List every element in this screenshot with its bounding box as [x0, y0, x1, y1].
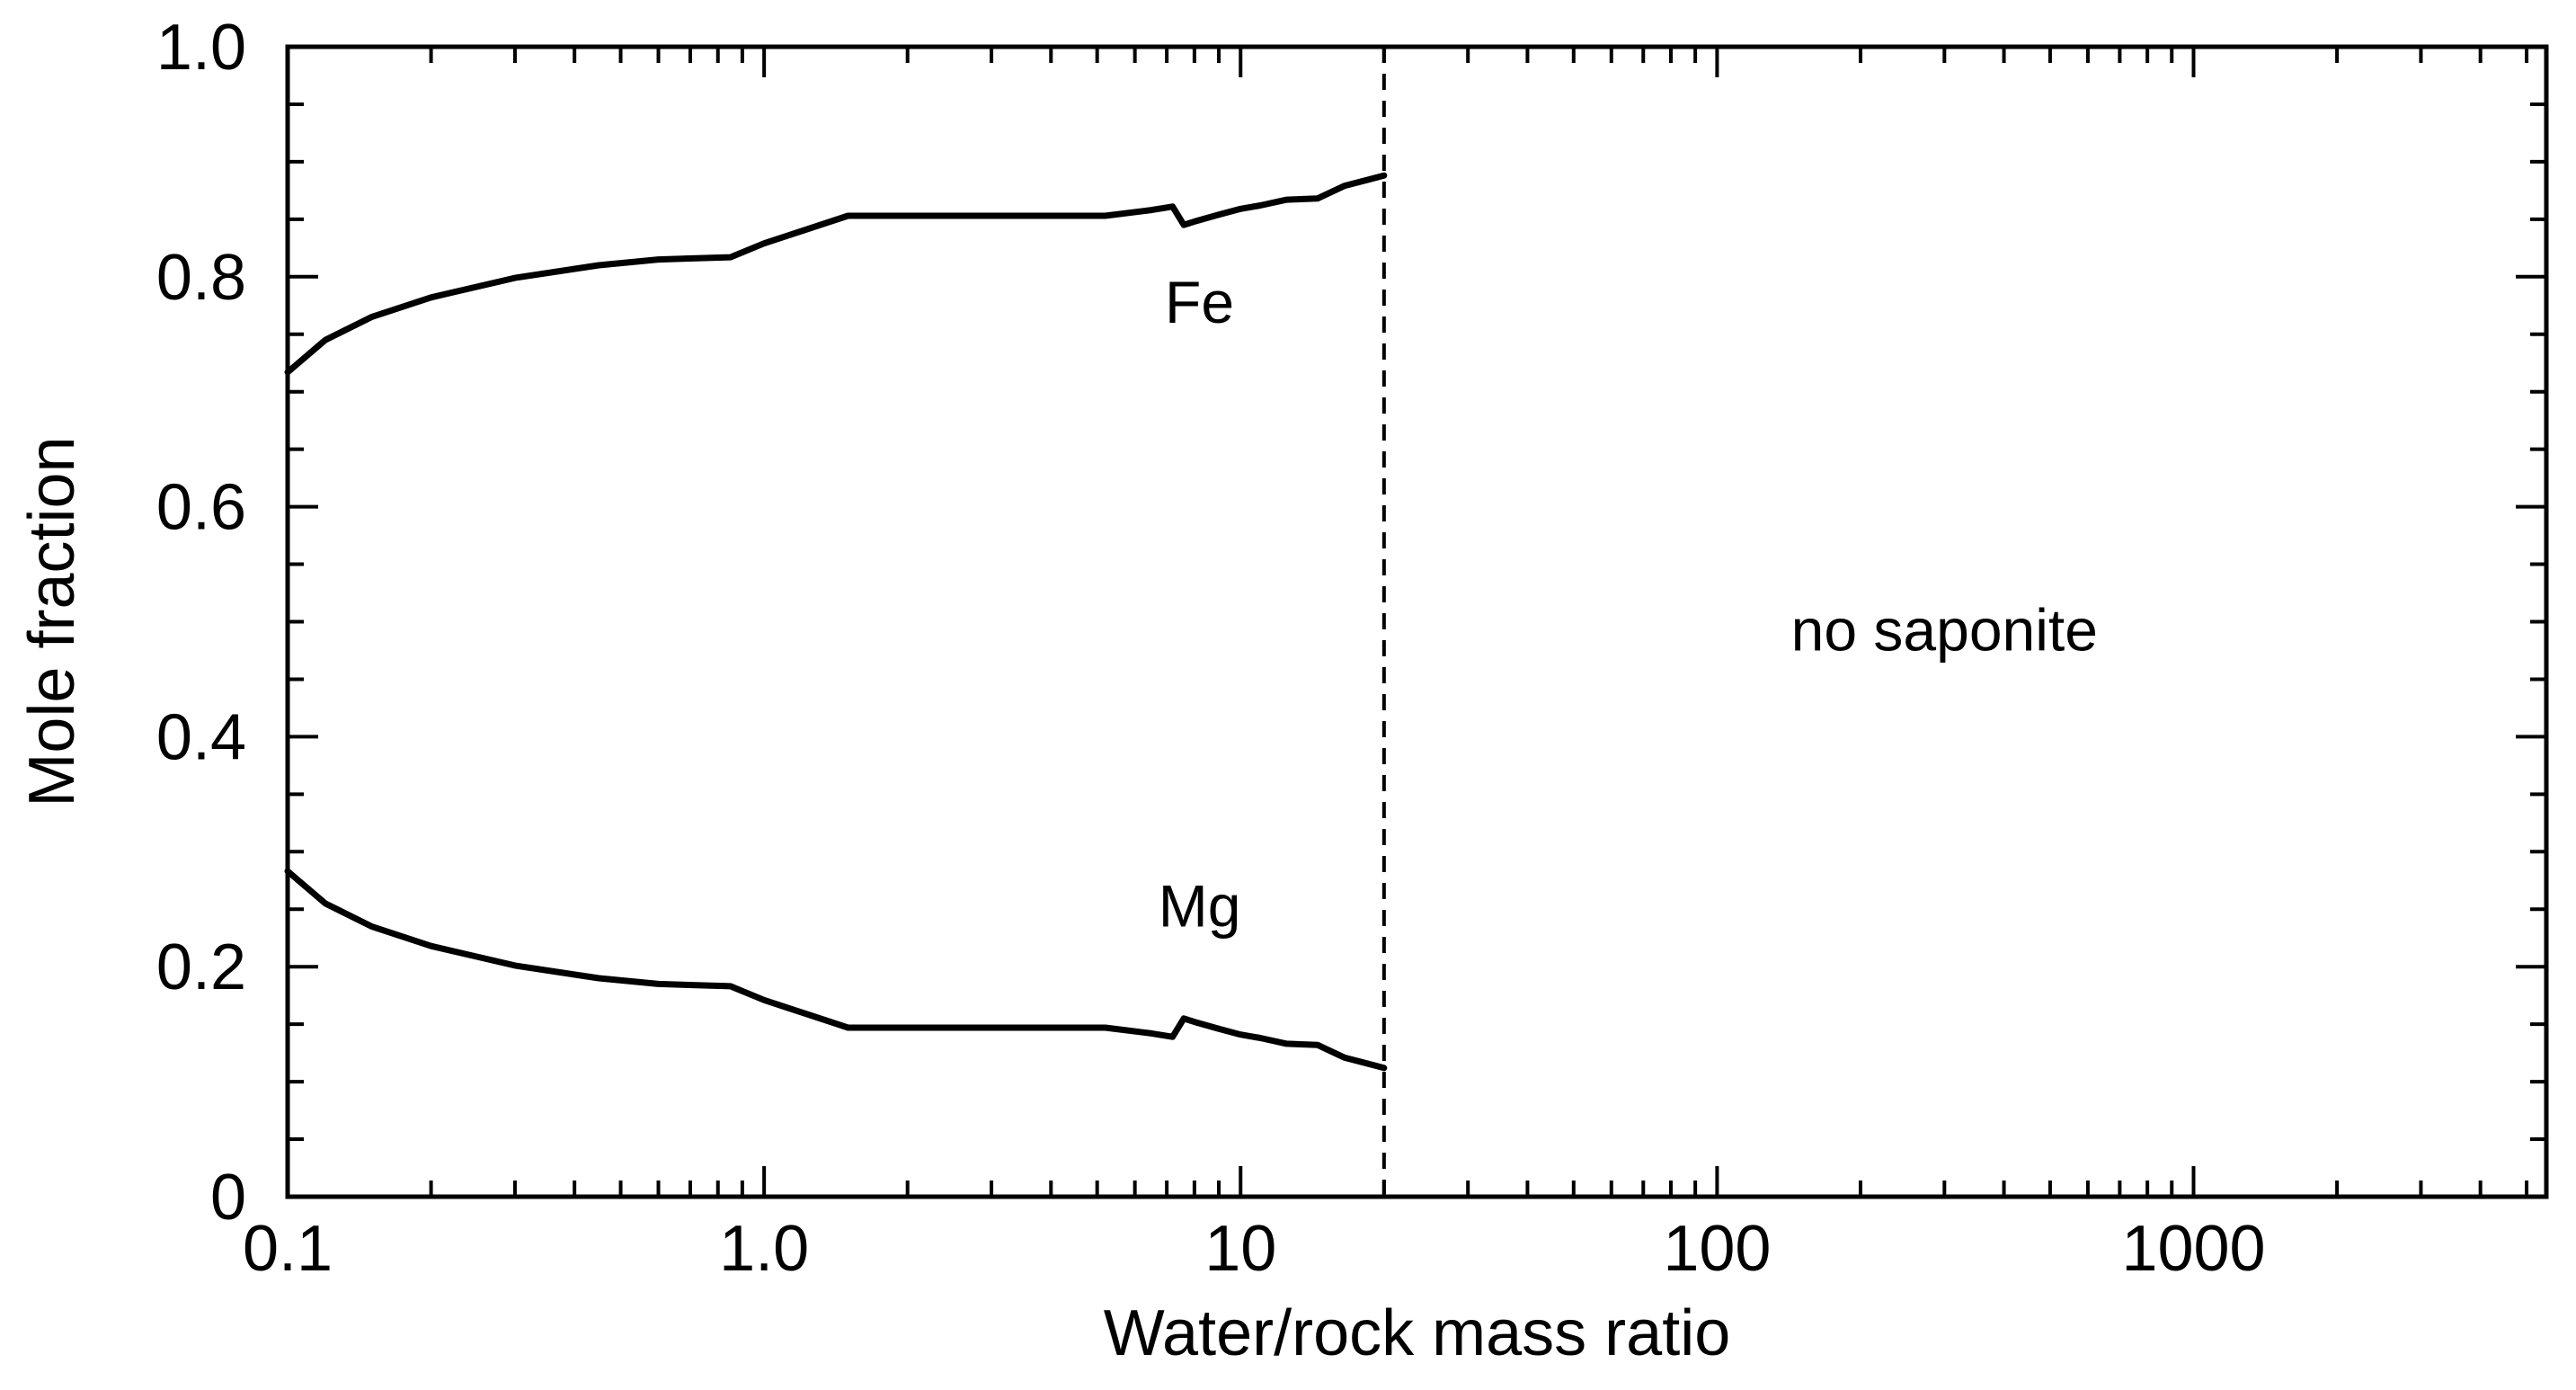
data-series — [284, 172, 1388, 1072]
annotation-mg: Mg — [1159, 872, 1241, 939]
y-tick-label: 0.8 — [156, 242, 246, 314]
y-tick-label: 0.6 — [156, 472, 246, 544]
plot-frame — [285, 44, 2549, 1199]
annotations: Fe Mg no saponite — [1159, 269, 2098, 939]
series-line-fe — [284, 172, 1388, 376]
y-tick-label: 0 — [210, 1162, 246, 1234]
axis-tick-labels: 0.1 1.0 10 100 1000 0 0.2 0.4 0.6 0.8 1.0 — [156, 12, 2266, 1285]
x-axis-title: Water/rock mass ratio — [1104, 1297, 1730, 1369]
y-tick-label: 1.0 — [156, 12, 246, 84]
y-tick-label: 0.4 — [156, 701, 246, 773]
x-tick-label: 10 — [1204, 1213, 1276, 1285]
x-tick-label: 1000 — [2121, 1213, 2265, 1285]
x-tick-label: 100 — [1663, 1213, 1771, 1285]
y-axis-title: Mole fraction — [16, 436, 88, 806]
y-tick-label: 0.2 — [156, 931, 246, 1003]
x-tick-label: 1.0 — [719, 1213, 809, 1285]
x-tick-label: 0.1 — [243, 1213, 333, 1285]
series-line-mg — [284, 868, 1388, 1072]
annotation-fe: Fe — [1165, 269, 1234, 335]
axis-ticks — [286, 45, 2546, 1198]
annotation-nosap: no saponite — [1791, 596, 2098, 663]
